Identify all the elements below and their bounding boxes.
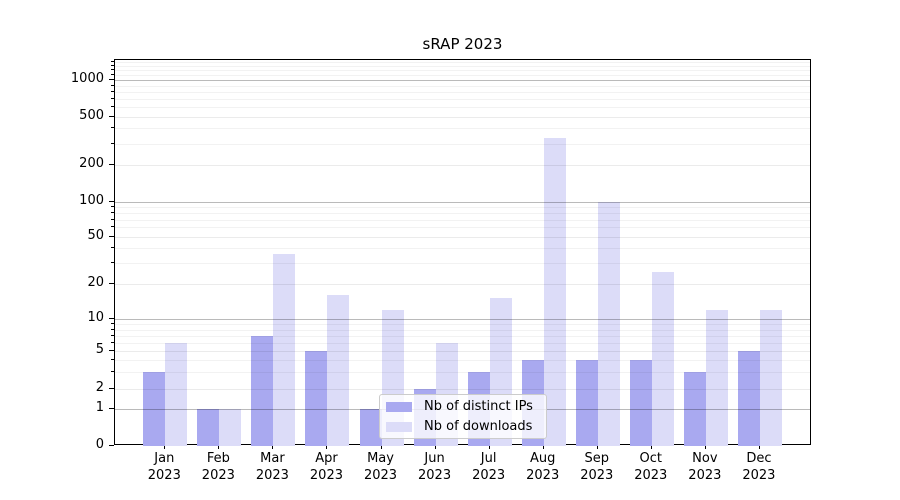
y-tick-mark (109, 200, 114, 202)
plot-area: Nb of distinct IPs Nb of downloads (114, 59, 811, 446)
bar-ips (197, 409, 220, 446)
bar-downloads (273, 253, 296, 446)
bar-ips (305, 351, 328, 446)
y-minor-tick-mark (111, 334, 114, 336)
legend: Nb of distinct IPs Nb of downloads (379, 394, 547, 439)
legend-item-ips: Nb of distinct IPs (386, 399, 540, 414)
chart-title: sRAP 2023 (422, 35, 503, 53)
y-tick-label: 1 (95, 400, 104, 416)
x-tick-label: Aug 2023 (526, 451, 560, 483)
y-minor-tick-mark (111, 247, 114, 249)
x-tick-label: May 2023 (363, 451, 398, 483)
y-minor-tick-mark (111, 61, 114, 63)
y-tick-label: 2 (95, 379, 104, 395)
bar-ips (575, 360, 598, 446)
x-tick-label: Dec 2023 (742, 451, 776, 483)
bar-ips (359, 409, 382, 446)
y-tick-label: 20 (87, 274, 104, 290)
bar-ips (143, 372, 166, 446)
y-minor-tick-mark (111, 206, 114, 208)
bar-downloads (543, 137, 566, 446)
y-minor-tick-mark (111, 323, 114, 325)
x-tick-mark (650, 445, 652, 449)
y-tick-label: 200 (79, 156, 104, 171)
x-tick-mark (542, 445, 544, 449)
bar-downloads (327, 295, 350, 446)
x-tick-label: Sep 2023 (580, 451, 614, 483)
x-tick-label: Mar 2023 (255, 451, 289, 483)
y-minor-tick-mark (111, 90, 114, 92)
bar-downloads (219, 409, 242, 446)
bar-ips (737, 351, 760, 446)
y-minor-tick-mark (111, 261, 114, 263)
legend-label-ips: Nb of distinct IPs (424, 399, 533, 414)
bar-ips (251, 335, 274, 446)
bar-ips (683, 372, 706, 446)
bar-downloads (597, 201, 620, 446)
y-tick-mark (109, 318, 114, 320)
y-tick-mark (109, 408, 114, 410)
bar-downloads (759, 309, 782, 446)
x-tick-mark (434, 445, 436, 449)
y-tick-label: 100 (79, 192, 104, 208)
x-tick-mark (596, 445, 598, 449)
x-tick-mark (218, 445, 220, 449)
y-tick-mark (109, 164, 114, 165)
x-tick-mark (164, 445, 166, 449)
x-tick-mark (326, 445, 328, 449)
legend-item-downloads: Nb of downloads (386, 419, 540, 434)
y-tick-mark (109, 282, 114, 284)
y-minor-tick-mark (111, 127, 114, 129)
y-minor-tick-mark (111, 341, 114, 343)
y-tick-mark (109, 79, 114, 80)
x-tick-label: Oct 2023 (634, 451, 668, 483)
y-tick-label: 10 (87, 310, 104, 326)
y-minor-tick-mark (111, 105, 114, 107)
x-tick-label: Apr 2023 (309, 451, 343, 483)
legend-swatch-downloads (386, 421, 412, 432)
y-minor-tick-mark (111, 97, 114, 99)
y-tick-mark (109, 350, 114, 352)
x-tick-label: Nov 2023 (688, 451, 722, 483)
y-tick-label: 500 (79, 107, 104, 123)
x-tick-mark (758, 445, 760, 449)
x-tick-label: Jul 2023 (472, 451, 506, 483)
y-minor-tick-mark (111, 142, 114, 144)
y-minor-tick-mark (111, 218, 114, 220)
x-tick-label: Jan 2023 (147, 451, 181, 483)
y-tick-label: 5 (95, 342, 104, 358)
bar-downloads (651, 272, 674, 446)
legend-swatch-ips (386, 401, 412, 412)
y-tick-label: 1000 (70, 71, 104, 86)
x-tick-label: Jun 2023 (418, 451, 452, 483)
y-tick-mark (109, 235, 114, 237)
bar-downloads (165, 342, 188, 446)
x-tick-label: Feb 2023 (201, 451, 235, 483)
y-tick-mark (109, 387, 114, 389)
x-tick-mark (272, 445, 274, 449)
y-minor-tick-mark (111, 73, 114, 75)
x-tick-mark (704, 445, 706, 449)
legend-label-downloads: Nb of downloads (424, 419, 533, 434)
x-tick-mark (488, 445, 490, 449)
y-minor-tick-mark (111, 84, 114, 86)
bars-layer (115, 60, 810, 446)
bar-ips (629, 360, 652, 446)
y-tick-mark (109, 115, 114, 117)
y-minor-tick-mark (111, 69, 114, 71)
y-minor-tick-mark (111, 211, 114, 213)
y-tick-label: 0 (95, 437, 104, 452)
y-minor-tick-mark (111, 359, 114, 361)
y-tick-mark (109, 445, 114, 446)
y-minor-tick-mark (111, 65, 114, 67)
x-tick-mark (380, 445, 382, 449)
bar-downloads (705, 309, 728, 446)
y-minor-tick-mark (111, 328, 114, 330)
y-tick-label: 50 (87, 227, 104, 243)
y-minor-tick-mark (111, 371, 114, 373)
y-minor-tick-mark (111, 226, 114, 228)
